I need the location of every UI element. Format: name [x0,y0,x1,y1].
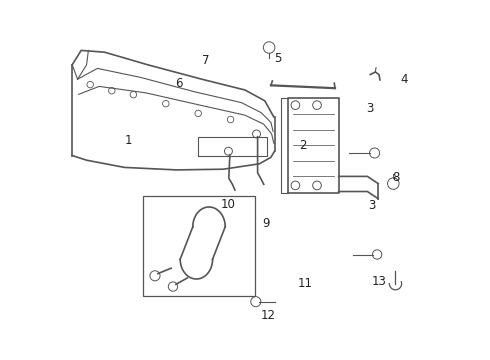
Text: 5: 5 [274,52,282,65]
Text: 3: 3 [368,199,375,212]
Text: 13: 13 [371,275,386,288]
Text: 8: 8 [392,171,400,184]
Text: 12: 12 [261,309,276,322]
Text: 7: 7 [202,54,210,67]
Text: 11: 11 [298,277,313,290]
Text: 6: 6 [174,77,182,90]
Text: 1: 1 [124,134,132,147]
Text: 2: 2 [299,139,306,152]
Text: 9: 9 [262,217,270,230]
Text: 4: 4 [400,73,408,86]
Text: 10: 10 [220,198,235,211]
Text: 3: 3 [366,102,373,114]
